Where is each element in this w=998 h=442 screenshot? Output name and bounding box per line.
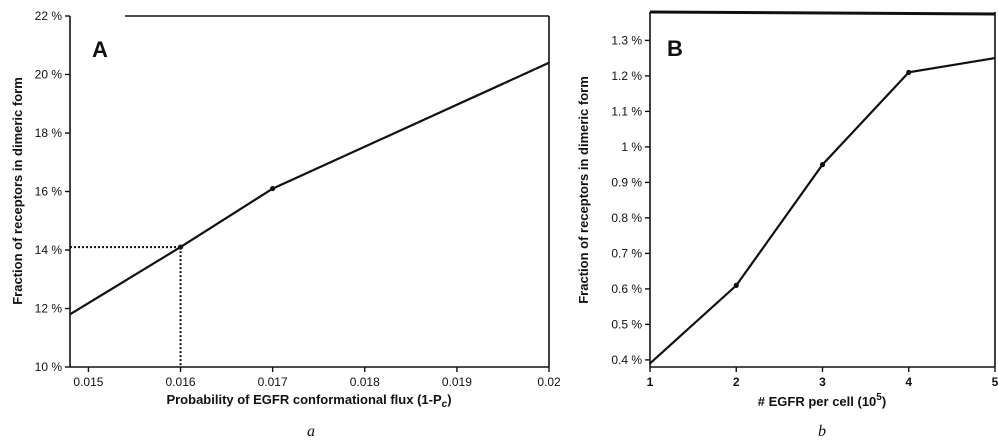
panel-a-letter: A (92, 37, 108, 62)
panel-b-x-title-main: # EGFR per cell (10 (758, 394, 877, 409)
panel-b-x-tick-label: 4 (905, 375, 912, 389)
panel-a-y-tick-label: 18 % (35, 126, 63, 140)
panel-b-x-axis-title: # EGFR per cell (105) (758, 392, 886, 409)
panel-b-y-tick-label: 0.7 % (611, 246, 642, 260)
panel-b-x-title-sup: 5 (876, 392, 882, 403)
panel-b-y-tick-label: 0.9 % (611, 175, 642, 189)
panel-b-x-tick-label: 5 (992, 375, 998, 389)
panel-b-caption: b (818, 423, 826, 440)
panel-a-x-tick-label: 0.019 (442, 375, 472, 389)
panel-b-x-tick-label: 1 (647, 375, 654, 389)
panel-a-x-tick-label: 0.016 (166, 375, 196, 389)
panel-a-caption: a (307, 423, 315, 440)
panel-a-y-axis-title: Fraction of receptors in dimeric form (10, 77, 25, 305)
panel-a-x-title-main: Probability of EGFR conformational flux … (166, 392, 442, 407)
panel-a-x-title-sub: c (442, 399, 448, 410)
panel-a-data-point (177, 244, 184, 250)
panel-b-y-tick-label: 0.5 % (611, 317, 642, 331)
panel-b-x-tick-label: 2 (733, 375, 740, 389)
panel-a: 10 % 12 % 14 % 16 % 18 % 20 % 22 % 0.015 0.016 0… (10, 9, 561, 440)
panel-b-y-tick-label: 0.6 % (611, 282, 642, 296)
panel-b-y-tick-label: 1.3 % (611, 33, 642, 47)
panel-b-y-axis-title: Fraction of receptors in dimeric form (576, 76, 591, 304)
panel-b-data-point (733, 282, 739, 288)
panel-a-y-tick-label: 22 % (35, 9, 63, 23)
panel-b-y-tick-label: 1 % (621, 140, 642, 154)
panel-a-x-axis-title: Probability of EGFR conformational flux … (166, 392, 451, 410)
panel-a-y-tick-label: 10 % (35, 360, 63, 374)
panel-b: 0.4 % 0.5 % 0.6 % 0.7 % 0.8 % 0.9 % 1 % 1.1 % 1.… (576, 10, 998, 440)
panel-b-y-tick-label: 1.2 % (611, 69, 642, 83)
panel-b-data-point (906, 69, 912, 75)
panel-b-y-tick-label: 0.4 % (611, 353, 642, 367)
panel-b-series-line (649, 57, 996, 365)
panel-a-x-tick-label: 0.015 (73, 375, 103, 389)
panel-b-letter: B (667, 36, 683, 61)
panel-b-data-point (819, 162, 826, 168)
panel-b-y-tick-label: 1.1 % (611, 104, 642, 118)
panel-a-y-tick-label: 14 % (35, 243, 63, 257)
panel-b-x-tick-label: 3 (819, 375, 826, 389)
panel-b-y-tick-label: 0.8 % (611, 211, 642, 225)
panel-a-y-tick-label: 12 % (35, 302, 63, 316)
panel-a-y-tick-label: 16 % (35, 185, 63, 199)
panel-a-data-point (270, 185, 276, 192)
panel-a-y-tick-label: 20 % (35, 68, 63, 82)
panel-b-top-axis (649, 10, 996, 16)
panel-a-series-line (69, 61, 550, 316)
panel-a-x-tick-label: 0.018 (350, 375, 380, 389)
panel-a-x-title-end: ) (447, 392, 451, 407)
panel-b-x-title-end: ) (882, 394, 886, 409)
panel-a-x-tick-label: 0.02 (537, 375, 561, 389)
panel-a-x-tick-label: 0.017 (258, 375, 288, 389)
